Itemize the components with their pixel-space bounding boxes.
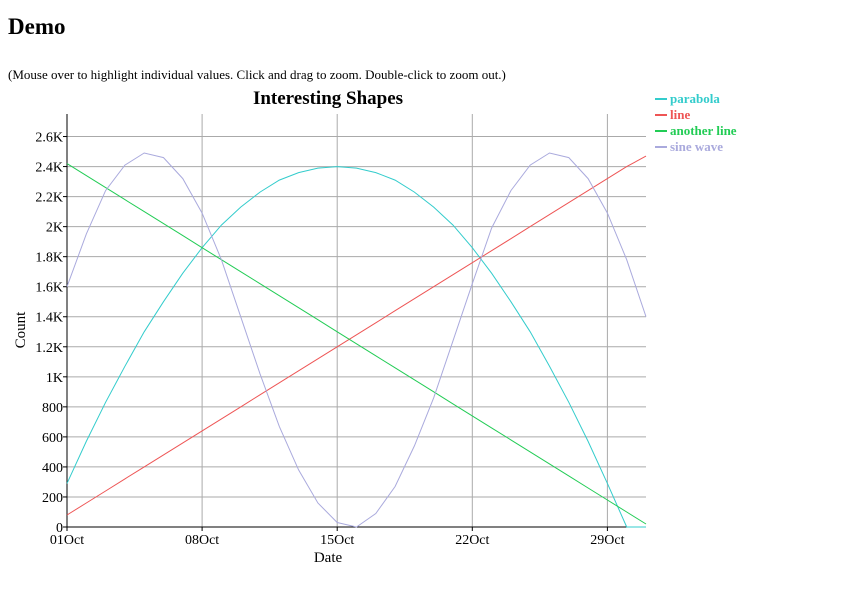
y-axis-label: Count — [13, 311, 29, 349]
x-tick-label: 15Oct — [320, 533, 354, 548]
y-tick-label: 1.6K — [35, 281, 63, 296]
y-tick-label: 800 — [42, 401, 63, 416]
legend-label: parabola — [670, 91, 720, 106]
series-line-another-line[interactable] — [66, 163, 647, 525]
x-axis-label: Date — [314, 550, 343, 566]
y-tick-label: 600 — [42, 431, 63, 446]
chart-title: Interesting Shapes — [253, 88, 403, 109]
series-line-parabola[interactable] — [66, 166, 646, 528]
legend-label: line — [670, 107, 690, 122]
y-tick-label: 2.6K — [35, 131, 63, 146]
y-tick-label: 200 — [42, 491, 63, 506]
grid-lines — [67, 114, 646, 527]
x-tick-label: 08Oct — [185, 533, 219, 548]
y-tick-label: 1K — [46, 371, 63, 386]
y-tick-label: 2K — [46, 221, 63, 236]
y-tick-label: 2.4K — [35, 161, 63, 176]
y-tick-label: 400 — [42, 461, 63, 476]
x-tick-label: 22Oct — [455, 533, 489, 548]
series-lines[interactable] — [66, 152, 647, 528]
y-tick-label: 1.8K — [35, 251, 63, 266]
x-tick-label: 01Oct — [50, 533, 84, 548]
legend-label: sine wave — [670, 139, 723, 154]
page-title: Demo — [8, 14, 66, 39]
series-line-line[interactable] — [66, 155, 647, 516]
axes: 0 200 400 600 800 1K 1.2K 1.4K 1.6K 1.8K 2K 2.2K 2.4… — [35, 114, 646, 548]
instructions-text: (Mouse over to highlight individual valu… — [8, 67, 506, 82]
legend-label: another line — [670, 123, 737, 138]
y-tick-label: 1.2K — [35, 341, 63, 356]
y-tick-label: 1.4K — [35, 311, 63, 326]
x-tick-label: 29Oct — [590, 533, 624, 548]
series-line-sine-wave[interactable] — [66, 152, 647, 528]
y-tick-label: 0 — [56, 521, 63, 536]
y-tick-label: 2.2K — [35, 191, 63, 206]
